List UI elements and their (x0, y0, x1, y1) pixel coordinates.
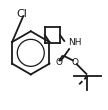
Text: NH: NH (69, 38, 82, 47)
Text: O: O (72, 58, 79, 67)
Text: Cl: Cl (17, 9, 28, 19)
Text: O: O (55, 58, 62, 67)
